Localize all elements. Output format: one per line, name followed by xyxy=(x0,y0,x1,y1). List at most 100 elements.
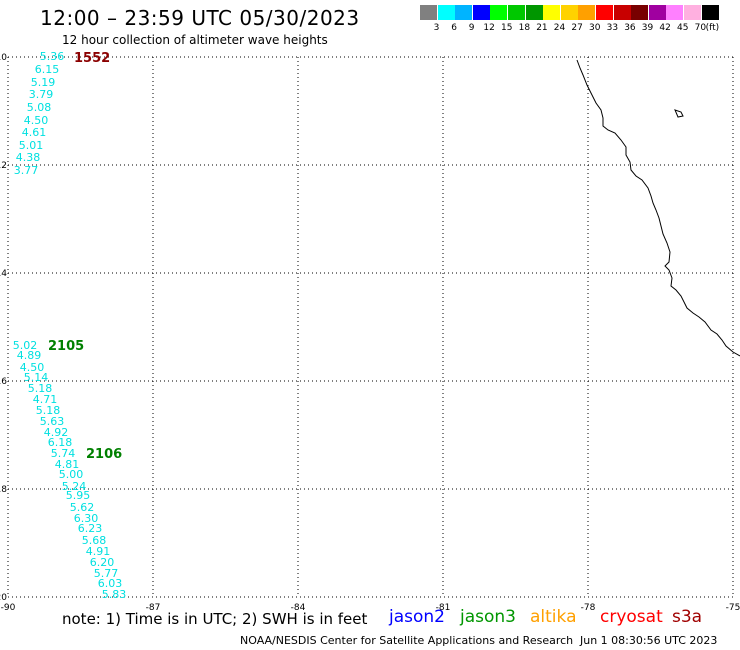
map-grid xyxy=(7,56,734,598)
legend-swatch xyxy=(455,5,473,20)
swh-value-label: 5.95 xyxy=(66,489,91,502)
swh-value-label: 6.15 xyxy=(35,63,60,76)
axis-labels: 10 12 14 16 18 20-90 -87 -84 -81 -78 -75 xyxy=(0,53,740,613)
latitude-tick-label: 10 xyxy=(0,53,7,63)
swh-value-label: 4.89 xyxy=(17,349,42,362)
legend-swatch xyxy=(666,5,684,20)
longitude-tick-label: -81 xyxy=(436,603,451,613)
swh-value-label: 4.50 xyxy=(24,114,49,127)
legend-tick-label: 21 xyxy=(536,23,548,33)
legend-swatch xyxy=(472,5,490,20)
longitude-tick-label: -75 xyxy=(726,603,740,613)
swh-value-label: 3.77 xyxy=(14,164,39,177)
island xyxy=(674,109,684,118)
swh-value-label: 5.63 xyxy=(40,415,65,428)
legend-swatch xyxy=(596,5,613,20)
timestamp-text: Jun 1 08:30:56 UTC 2023 xyxy=(580,634,718,647)
satellite-name: altika xyxy=(530,607,577,627)
legend-tick-label: 30 xyxy=(589,23,601,33)
latitude-tick-label: 20 xyxy=(0,593,7,603)
longitude-tick-label: -90 xyxy=(1,603,16,613)
coastline xyxy=(576,59,740,357)
legend-tick-label: 36 xyxy=(624,23,636,33)
satellite-name: s3a xyxy=(672,607,703,627)
swh-value-label: 6.20 xyxy=(90,556,115,569)
legend-swatch xyxy=(701,5,719,20)
swh-value-label: 4.50 xyxy=(20,361,45,374)
legend-unit-label: (ft) xyxy=(705,23,720,33)
legend-swatch xyxy=(525,5,543,20)
swh-value-label: 4.91 xyxy=(86,545,111,558)
swh-value-label: 5.18 xyxy=(28,382,53,395)
legend-swatch xyxy=(631,5,649,20)
swh-value-label: 6.30 xyxy=(74,512,99,525)
swh-value-label: 5.74 xyxy=(51,447,76,460)
longitude-tick-label: -78 xyxy=(581,603,596,613)
legend-swatch xyxy=(613,5,631,20)
legend-tick-label: 12 xyxy=(483,23,495,33)
legend-tick-label: 15 xyxy=(501,23,513,33)
pass-time-labels: 1552 2105 2106 xyxy=(48,51,122,462)
legend-tick-label: 18 xyxy=(518,23,531,33)
swh-value-label: 5.24 xyxy=(62,480,87,493)
latitude-tick-label: 16 xyxy=(0,377,7,387)
swh-value-label: 5.08 xyxy=(27,101,52,114)
swh-value-label: 6.18 xyxy=(48,436,73,449)
longitude-tick-label: -84 xyxy=(291,603,306,613)
legend-tick-label: 6 xyxy=(451,23,457,33)
pass-time-label: 2105 xyxy=(48,339,84,354)
pass-time-label: 1552 xyxy=(74,51,110,66)
latitude-tick-label: 12 xyxy=(0,161,7,171)
swh-value-label: 5.68 xyxy=(82,534,107,547)
swh-value-label: 5.36 xyxy=(40,50,65,63)
swh-value-label: 5.01 xyxy=(19,139,44,152)
legend-tick-label: 24 xyxy=(553,23,566,33)
credit-text: NOAA/NESDIS Center for Satellite Applica… xyxy=(240,634,574,647)
legend-tick-label: 33 xyxy=(606,23,619,33)
legend-swatch xyxy=(560,5,578,20)
swh-value-label: 3.79 xyxy=(29,88,54,101)
swh-value-label: 5.02 xyxy=(13,339,38,352)
satellite-name: jason2 xyxy=(389,607,445,627)
legend-tick-label: 45 xyxy=(677,23,689,33)
swh-value-label: 5.62 xyxy=(70,501,95,514)
legend-tick-label: 9 xyxy=(468,23,475,33)
longitude-tick-label: -87 xyxy=(146,603,161,613)
swh-value-label: 4.81 xyxy=(55,458,80,471)
swh-value-labels: 5.366.155.193.795.084.504.615.014.383.77… xyxy=(13,50,127,601)
legend-tick-label: 3 xyxy=(433,23,440,33)
swh-value-label: 4.92 xyxy=(44,426,69,439)
swh-value-label: 4.38 xyxy=(16,151,41,164)
pass-time-label: 2106 xyxy=(86,447,122,462)
swh-value-label: 5.19 xyxy=(31,76,56,89)
swh-value-label: 5.14 xyxy=(24,371,49,384)
swh-value-label: 5.77 xyxy=(94,567,119,580)
legend-swatch xyxy=(490,5,508,20)
note-text: note: 1) Time is in UTC; 2) SWH is in fe… xyxy=(62,610,368,628)
legend-swatch xyxy=(684,5,701,20)
latitude-tick-label: 14 xyxy=(0,269,7,279)
swh-value-label: 6.23 xyxy=(78,522,103,535)
legend-swatch xyxy=(543,5,561,20)
legend-swatch xyxy=(508,5,525,20)
swh-value-label: 6.03 xyxy=(98,577,123,590)
latitude-tick-label: 18 xyxy=(0,485,7,495)
satellite-name: jason3 xyxy=(460,607,516,627)
swh-value-label: 4.71 xyxy=(33,393,58,406)
legend-swatch xyxy=(437,5,455,20)
satellite-name: cryosat xyxy=(600,607,663,627)
legend-tick-label: 27 xyxy=(571,23,583,33)
legend-tick-label: 70 xyxy=(694,23,707,33)
legend-swatch xyxy=(648,5,666,20)
swh-value-label: 5.18 xyxy=(36,404,61,417)
swh-value-label: 5.00 xyxy=(59,468,84,481)
swh-value-label: 4.61 xyxy=(22,126,47,139)
map-title: 12:00 – 23:59 UTC 05/30/2023 xyxy=(40,6,360,30)
map-subtitle: 12 hour collection of altimeter wave hei… xyxy=(62,33,328,47)
swh-value-label: 5.83 xyxy=(102,588,127,601)
legend-swatch xyxy=(420,5,437,20)
legend-tick-label: 39 xyxy=(641,23,654,33)
legend-tick-label: 42 xyxy=(659,23,671,33)
